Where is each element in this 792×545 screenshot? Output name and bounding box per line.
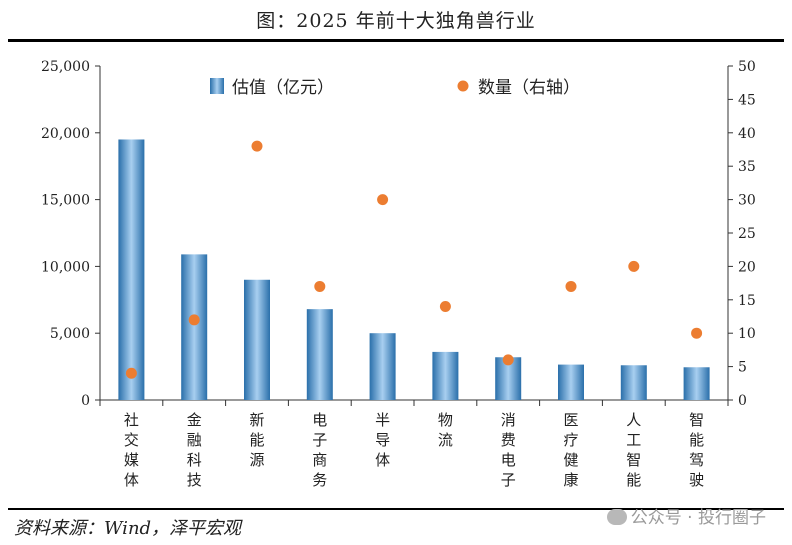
left-tick-label: 10,000 [41, 259, 90, 275]
category-label: 电子商务 [312, 411, 327, 489]
left-tick-label: 25,000 [41, 59, 90, 75]
top-rule [8, 39, 784, 42]
right-tick-label: 45 [738, 92, 756, 108]
legend-dot-label: 数量（右轴） [478, 78, 580, 98]
category-label: 物流 [438, 411, 453, 449]
category-label: 智能驾驶 [689, 411, 704, 489]
category-label: 新能源 [249, 411, 264, 469]
count-dot-9 [628, 260, 640, 272]
count-dot-8 [565, 280, 577, 292]
count-dot-4 [314, 280, 326, 292]
wechat-icon [606, 509, 627, 525]
bar-3 [244, 279, 270, 400]
legend-dot-swatch [457, 80, 469, 92]
count-dot-2 [188, 314, 200, 326]
category-label: 社交媒体 [124, 411, 139, 489]
right-tick-label: 35 [738, 159, 756, 175]
count-dot-3 [251, 140, 263, 152]
right-tick-label: 0 [738, 393, 747, 409]
chart-title: 图：2025 年前十大独角兽行业 [256, 10, 536, 32]
left-tick-label: 20,000 [41, 126, 90, 142]
legend-bar-swatch [210, 78, 224, 94]
bar-2 [181, 254, 208, 400]
category-label: 医疗健康 [563, 411, 578, 489]
source-note: 资料来源：Wind，泽平宏观 [14, 518, 242, 539]
bar-1 [118, 139, 145, 401]
right-tick-label: 20 [738, 259, 756, 275]
category-label: 人工智能 [626, 411, 641, 489]
bar-5 [369, 333, 396, 400]
bar-10 [683, 367, 710, 400]
count-dot-1 [125, 367, 137, 379]
count-dot-6 [439, 300, 451, 312]
category-label: 半导体 [375, 411, 390, 469]
watermark-text: 公众号 · 投行圈子 [630, 508, 766, 528]
right-tick-label: 10 [738, 326, 756, 342]
bar-4 [306, 309, 333, 400]
right-tick-label: 5 [738, 360, 747, 376]
right-tick-label: 50 [738, 59, 756, 75]
left-tick-label: 0 [81, 393, 90, 409]
right-tick-label: 40 [738, 126, 756, 142]
count-dot-10 [691, 327, 703, 339]
right-tick-label: 25 [738, 226, 756, 242]
legend-bar-label: 估值（亿元） [232, 78, 334, 98]
bar-9 [620, 365, 647, 400]
watermark: 公众号 · 投行圈子 [606, 503, 766, 528]
right-tick-label: 30 [738, 193, 756, 209]
count-dot-7 [502, 354, 514, 366]
left-tick-label: 15,000 [41, 193, 90, 209]
category-label: 消费电子 [501, 411, 516, 489]
bar-6 [432, 351, 459, 400]
right-tick-label: 15 [738, 293, 756, 309]
bottom-rule [8, 508, 784, 510]
bar-8 [558, 364, 584, 400]
category-label: 金融科技 [187, 411, 202, 489]
left-tick-label: 5,000 [50, 326, 90, 342]
count-dot-5 [377, 194, 389, 206]
